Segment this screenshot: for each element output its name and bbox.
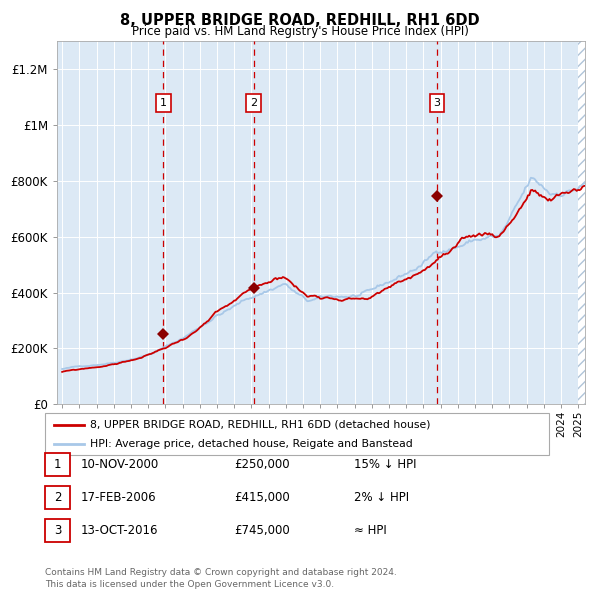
Text: £745,000: £745,000: [234, 524, 290, 537]
Text: 1: 1: [54, 458, 61, 471]
Text: 13-OCT-2016: 13-OCT-2016: [81, 524, 158, 537]
Text: 15% ↓ HPI: 15% ↓ HPI: [354, 458, 416, 471]
Text: 8, UPPER BRIDGE ROAD, REDHILL, RH1 6DD (detached house): 8, UPPER BRIDGE ROAD, REDHILL, RH1 6DD (…: [90, 420, 431, 430]
Text: 3: 3: [433, 98, 440, 108]
Text: £415,000: £415,000: [234, 491, 290, 504]
Text: £250,000: £250,000: [234, 458, 290, 471]
Text: Price paid vs. HM Land Registry's House Price Index (HPI): Price paid vs. HM Land Registry's House …: [131, 25, 469, 38]
Text: 3: 3: [54, 524, 61, 537]
Text: 2: 2: [250, 98, 257, 108]
Text: 8, UPPER BRIDGE ROAD, REDHILL, RH1 6DD: 8, UPPER BRIDGE ROAD, REDHILL, RH1 6DD: [120, 13, 480, 28]
Text: HPI: Average price, detached house, Reigate and Banstead: HPI: Average price, detached house, Reig…: [90, 439, 413, 449]
Text: 2% ↓ HPI: 2% ↓ HPI: [354, 491, 409, 504]
Text: 17-FEB-2006: 17-FEB-2006: [81, 491, 157, 504]
Text: 1: 1: [160, 98, 167, 108]
Text: ≈ HPI: ≈ HPI: [354, 524, 387, 537]
Text: 10-NOV-2000: 10-NOV-2000: [81, 458, 159, 471]
Text: 2: 2: [54, 491, 61, 504]
Text: Contains HM Land Registry data © Crown copyright and database right 2024.
This d: Contains HM Land Registry data © Crown c…: [45, 568, 397, 589]
